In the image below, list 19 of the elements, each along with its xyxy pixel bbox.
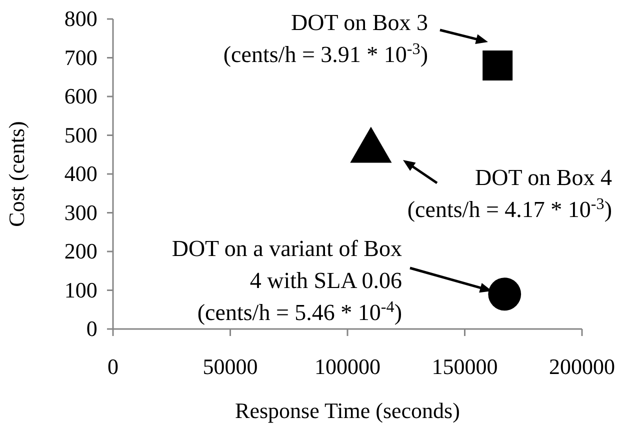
annotation: DOT on Box 4 (cents/h = 4.17 * 10$^{-3}$) bbox=[407, 165, 612, 222]
x-tick-label: 200000 bbox=[549, 354, 615, 380]
y-tick-label: 700 bbox=[64, 44, 98, 70]
x-tick-label: 0 bbox=[108, 354, 118, 380]
y-tick-label: 300 bbox=[64, 200, 98, 225]
y-axis-title: Cost (cents) bbox=[4, 121, 29, 227]
y-tick-label: 800 bbox=[64, 6, 98, 32]
x-axis-title: Response Time (seconds) bbox=[235, 398, 460, 423]
y-tick-label: 600 bbox=[64, 84, 98, 109]
x-tick-label: 150000 bbox=[432, 354, 498, 380]
y-tick-label: 500 bbox=[64, 122, 98, 148]
y-tick-label: 100 bbox=[64, 277, 98, 302]
y-tick-label: 400 bbox=[64, 161, 98, 186]
y-tick-label: 200 bbox=[64, 238, 98, 264]
x-tick-label: 50000 bbox=[202, 354, 258, 380]
y-tick-label: 0 bbox=[86, 316, 98, 342]
annotation: DOT on a variant of Box 4 with SLA 0.06 (cents/h = 5.46 * 10$^{-4}$) bbox=[172, 236, 402, 325]
x-tick-label: 100000 bbox=[314, 354, 380, 380]
annotation: DOT on Box 3 (cents/h = 3.91 * 10$^{-3}$) bbox=[223, 10, 428, 67]
